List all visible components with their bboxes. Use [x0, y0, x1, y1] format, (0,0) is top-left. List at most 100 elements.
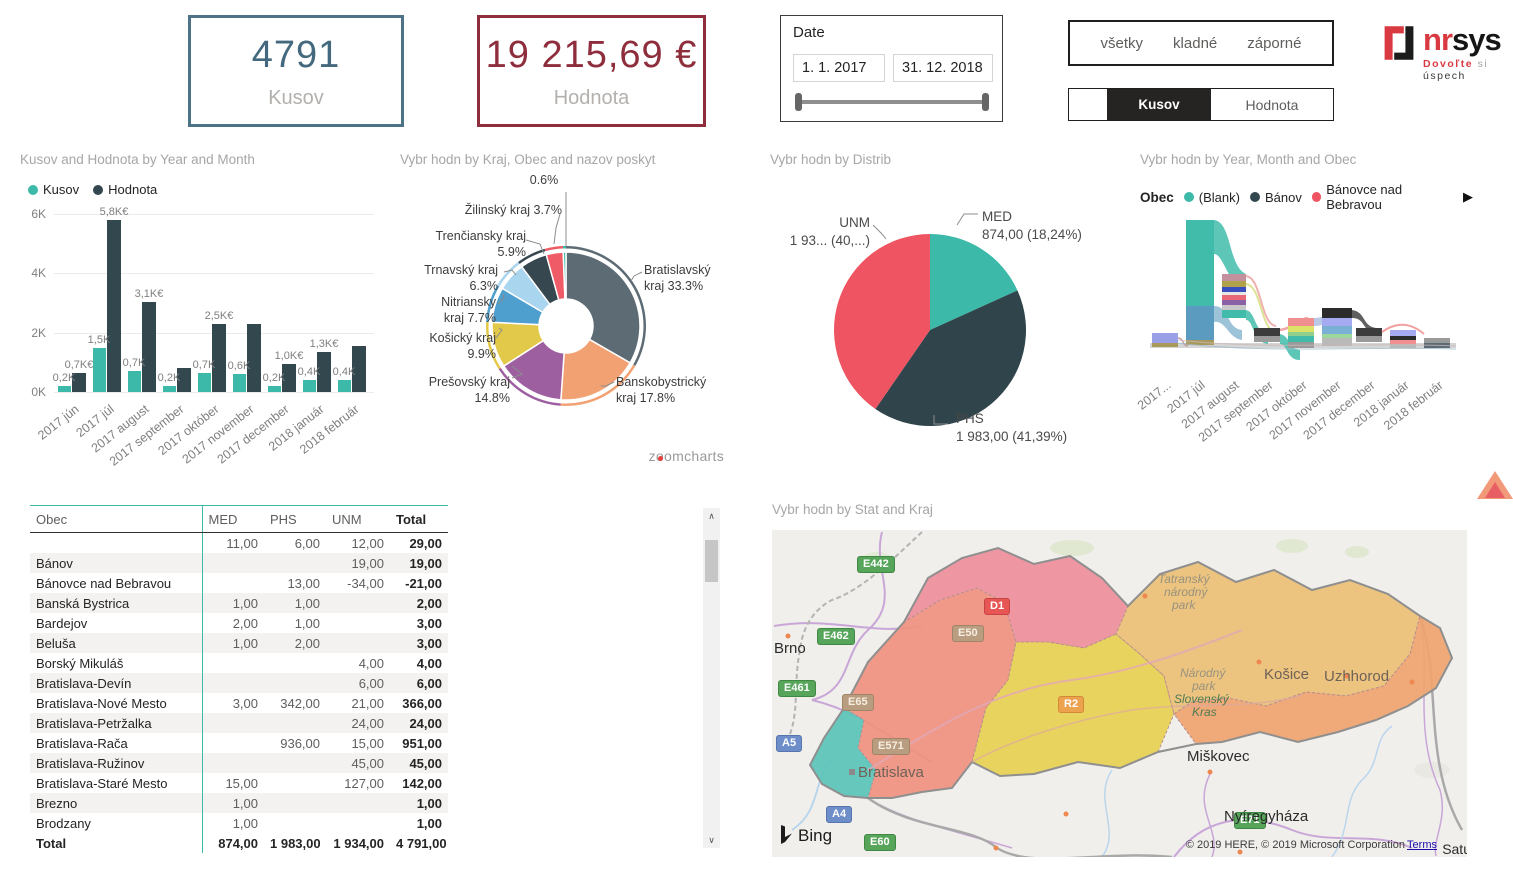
pie-slice-UNM[interactable]: [833, 234, 930, 409]
cell-value[interactable]: 45,00: [326, 753, 390, 773]
ribbon-legend-item-(Blank)[interactable]: (Blank): [1183, 190, 1240, 205]
scroll-down-icon[interactable]: ∨: [708, 834, 715, 845]
table-row-Bánovce nad Bebravou[interactable]: Bánovce nad Bebravou 13,00 -34,00 -21,00: [30, 573, 448, 593]
cell-obec[interactable]: Bratislava-Rača: [36, 735, 128, 751]
table-row-Brodzany[interactable]: Brodzany 1,00 1,00: [30, 813, 448, 833]
cell-value[interactable]: 3,00: [416, 615, 442, 631]
table-row-Bratislava-Nové Mesto[interactable]: Bratislava-Nové Mesto 3,00 342,00 21,00 366,…: [30, 693, 448, 713]
donut-slice-(Blank)[interactable]: [562, 251, 567, 300]
cell-value[interactable]: [264, 713, 326, 733]
cell-value[interactable]: 15,00: [351, 735, 384, 751]
cell-value[interactable]: 2,00: [264, 633, 326, 653]
cell-value[interactable]: 127,00: [344, 775, 384, 791]
bar-hodnota-2017 august[interactable]: [142, 301, 156, 392]
cell-value[interactable]: [201, 753, 264, 773]
table-row-Bratislava-Rača[interactable]: Bratislava-Rača 936,00 15,00 951,00: [30, 733, 448, 753]
cell-value[interactable]: [264, 793, 326, 813]
bar-hodnota-2017 júl[interactable]: [107, 219, 121, 392]
cell-value[interactable]: 21,00: [351, 695, 384, 711]
pie-chart[interactable]: [770, 192, 1122, 470]
cell-value[interactable]: 1,00: [201, 793, 264, 813]
donut-chart[interactable]: [400, 180, 732, 442]
cell-value[interactable]: [201, 713, 264, 733]
cell-value[interactable]: 45,00: [390, 753, 448, 773]
bar-kusov-2017 jún[interactable]: [58, 386, 71, 392]
bar-kusov-2018 január[interactable]: [303, 380, 316, 392]
cell-value[interactable]: 24,00: [390, 713, 448, 733]
chevron-right-icon[interactable]: ▶: [1463, 189, 1473, 204]
bar-hodnota-2017 október[interactable]: [212, 323, 226, 392]
filter-option-všetky[interactable]: všetky: [1100, 34, 1144, 52]
bing-map[interactable]: E442 E462 E461 E60 E71 A5 A4 D1 E50 E65 E571 R2 Brno…: [772, 530, 1467, 857]
cell-value[interactable]: 2,00: [201, 613, 264, 633]
cell-value[interactable]: [326, 613, 390, 633]
map-terms-link[interactable]: Terms: [1407, 839, 1437, 851]
legend-item-Kusov[interactable]: Kusov: [28, 182, 79, 197]
table-row-Banská Bystrica[interactable]: Banská Bystrica 1,00 1,00 2,00: [30, 593, 448, 613]
cell-value[interactable]: 12,00: [351, 535, 384, 551]
table-row-Bratislava-Devín[interactable]: Bratislava-Devín 6,00 6,00: [30, 673, 448, 693]
donut-ring-Bratislavský kraj[interactable]: [566, 246, 646, 366]
cell-value[interactable]: 15,00: [201, 773, 264, 793]
bar-kusov-2018 február[interactable]: [338, 380, 351, 392]
table-row-Bratislava-Ružinov[interactable]: Bratislava-Ružinov 45,00 45,00: [30, 753, 448, 773]
donut-ring-(Blank)[interactable]: [562, 246, 566, 249]
cell-value[interactable]: 6,00: [326, 673, 390, 693]
cell-value[interactable]: 1,00: [201, 593, 264, 613]
table-header-row[interactable]: Obec MED PHS UNM Total: [30, 505, 448, 533]
table-row-Brezno[interactable]: Brezno 1,00 1,00: [30, 793, 448, 813]
cell-value[interactable]: 29,00: [409, 535, 442, 551]
table-row-Bánov[interactable]: Bánov 19,00 19,00: [30, 553, 448, 573]
scrollbar-thumb[interactable]: [705, 540, 718, 582]
donut-slice-Banskobystrický kraj[interactable]: [560, 338, 632, 401]
cell-obec[interactable]: Bardejov: [36, 615, 88, 631]
cell-value[interactable]: 11,00: [201, 532, 264, 553]
scroll-up-icon[interactable]: ∧: [708, 510, 715, 521]
cell-value[interactable]: 936,00: [280, 735, 320, 751]
col-header-Total[interactable]: Total: [390, 505, 448, 533]
date-end-input[interactable]: [893, 54, 993, 82]
cell-value[interactable]: [326, 633, 390, 653]
table-row-Bratislava-Staré Mesto[interactable]: Bratislava-Staré Mesto 15,00 127,00 142,00: [30, 773, 448, 793]
cell-value[interactable]: [201, 653, 264, 673]
cell-value[interactable]: [264, 553, 326, 573]
cell-value[interactable]: 2,00: [390, 593, 448, 613]
table-row-Borský Mikuláš[interactable]: Borský Mikuláš 4,00 4,00: [30, 653, 448, 673]
table-total-row[interactable]: Total 874,00 1 983,00 1 934,00 4 791,00: [30, 833, 448, 853]
donut-ring-Košický kraj[interactable]: [486, 321, 501, 370]
cell-value[interactable]: 3,00: [390, 633, 448, 653]
cell-obec[interactable]: Bratislava-Devín: [30, 673, 202, 693]
col-header-MED[interactable]: MED: [201, 505, 264, 533]
cell-value[interactable]: [326, 813, 390, 833]
cell-obec[interactable]: [30, 533, 202, 554]
toggle-kusov-selected[interactable]: Kusov: [1107, 89, 1211, 120]
cell-value[interactable]: [201, 673, 264, 693]
zoomcharts-attribution[interactable]: zoomcharts: [648, 448, 724, 464]
ribbon-legend-item-Bánovce nad Bebravou[interactable]: Bánovce nad Bebravou: [1311, 182, 1453, 212]
cell-value[interactable]: [326, 593, 390, 613]
cell-value[interactable]: 6,00: [294, 535, 320, 551]
cell-value[interactable]: 6,00: [390, 673, 448, 693]
cell-value[interactable]: -34,00: [347, 575, 384, 591]
slider-handle-end[interactable]: [982, 93, 989, 111]
ribbon-stream[interactable]: [1144, 214, 1469, 372]
kpi-card-hodnota[interactable]: 19 215,69 € Hodnota: [477, 15, 706, 127]
donut-ring-Trnavský kraj[interactable]: [497, 261, 520, 287]
cell-obec[interactable]: Bratislava-Petržalka: [30, 713, 202, 733]
date-start-input[interactable]: [793, 54, 885, 82]
table-scrollbar[interactable]: ∧ ∨: [703, 508, 720, 848]
cell-obec[interactable]: Borský Mikuláš: [36, 655, 124, 671]
bar-kusov-2017 júl[interactable]: [93, 347, 106, 392]
table-row-Bratislava-Petržalka[interactable]: Bratislava-Petržalka 24,00 24,00: [30, 713, 448, 733]
bar-kusov-2017 september[interactable]: [163, 386, 176, 392]
cell-value[interactable]: 1,00: [264, 593, 326, 613]
toggle-hodnota[interactable]: Hodnota: [1245, 96, 1299, 113]
col-header-UNM[interactable]: UNM: [326, 505, 390, 533]
cell-value[interactable]: 4,00: [416, 655, 442, 671]
bar-kusov-2017 november[interactable]: [233, 374, 246, 392]
donut-ring-Banskobystrický kraj[interactable]: [560, 364, 636, 406]
slider-handle-start[interactable]: [795, 93, 802, 111]
cell-obec[interactable]: Brezno: [30, 793, 202, 813]
pie-slice-MED[interactable]: [930, 234, 1018, 330]
cell-value[interactable]: [264, 673, 326, 693]
